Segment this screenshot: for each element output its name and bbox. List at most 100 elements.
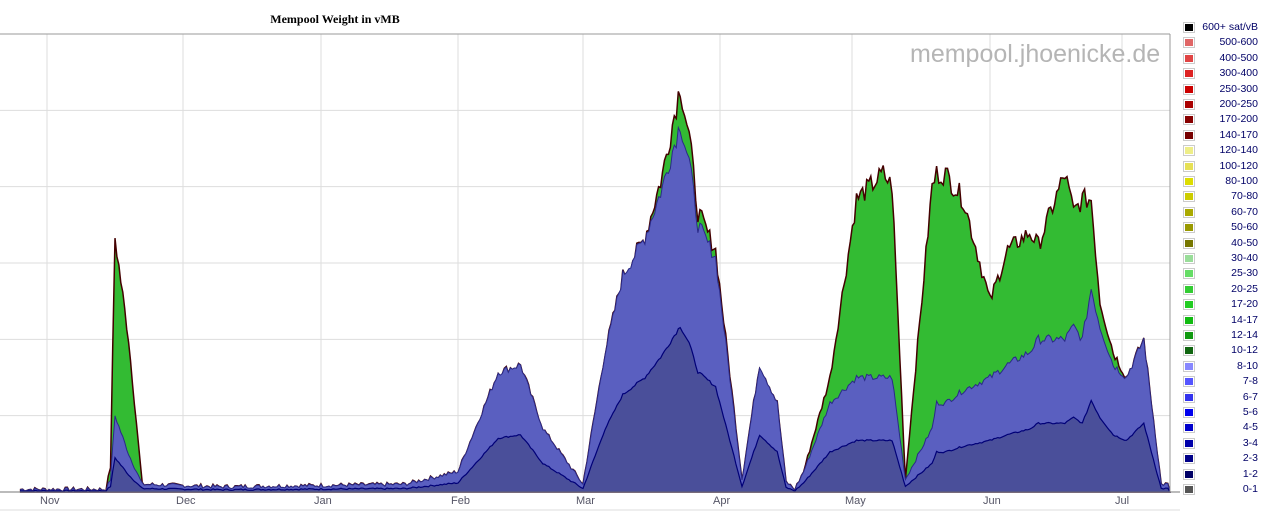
legend-swatch bbox=[1184, 69, 1194, 79]
legend-item[interactable]: 5-6 bbox=[1180, 405, 1280, 420]
legend-swatch bbox=[1184, 115, 1194, 125]
legend-swatch bbox=[1184, 284, 1194, 294]
legend-label: 40-50 bbox=[1231, 236, 1258, 249]
area-base-band bbox=[20, 326, 1172, 493]
legend-item[interactable]: 100-120 bbox=[1180, 159, 1280, 174]
legend-label: 100-120 bbox=[1219, 159, 1258, 172]
legend-label: 60-70 bbox=[1231, 205, 1258, 218]
legend-item[interactable]: 17-20 bbox=[1180, 297, 1280, 312]
legend-label: 8-10 bbox=[1236, 359, 1258, 372]
legend-swatch bbox=[1184, 23, 1194, 32]
legend-item[interactable]: 1-2 bbox=[1180, 467, 1280, 482]
legend-item[interactable]: 200-250 bbox=[1180, 97, 1280, 112]
legend-item[interactable]: 3-4 bbox=[1180, 436, 1280, 451]
legend-label: 120-140 bbox=[1219, 144, 1258, 157]
x-tick-label: May bbox=[845, 495, 866, 507]
legend-item[interactable]: 70-80 bbox=[1180, 189, 1280, 204]
area-series bbox=[19, 91, 1172, 493]
legend-swatch bbox=[1184, 454, 1194, 464]
legend-swatch bbox=[1184, 269, 1194, 279]
legend-swatch bbox=[1184, 130, 1194, 140]
legend-label: 20-25 bbox=[1231, 282, 1258, 295]
legend-item[interactable]: 0-1 bbox=[1180, 482, 1280, 497]
x-tick-label: Jun bbox=[983, 495, 1001, 507]
legend-label: 25-30 bbox=[1231, 267, 1258, 280]
legend-label: 4-5 bbox=[1242, 421, 1258, 434]
x-tick-label: Jul bbox=[1115, 495, 1129, 507]
x-tick-label: Jan bbox=[314, 495, 332, 507]
legend-swatch bbox=[1184, 207, 1194, 217]
legend-label: 1-2 bbox=[1242, 467, 1258, 480]
legend-swatch bbox=[1184, 485, 1194, 494]
legend-label: 400-500 bbox=[1219, 51, 1258, 64]
legend-label: 600+ sat/vB bbox=[1202, 21, 1258, 33]
legend-swatch bbox=[1184, 469, 1194, 479]
legend-label: 14-17 bbox=[1231, 313, 1258, 326]
legend-label: 500-600 bbox=[1219, 36, 1258, 49]
legend-swatch bbox=[1184, 331, 1194, 340]
legend-swatch bbox=[1184, 192, 1194, 202]
legend-swatch bbox=[1184, 408, 1194, 417]
x-tick-label: Feb bbox=[451, 495, 470, 507]
legend-swatch bbox=[1184, 177, 1194, 186]
legend-swatch bbox=[1184, 223, 1194, 233]
legend-label: 200-250 bbox=[1219, 98, 1258, 110]
legend-swatch bbox=[1184, 100, 1194, 109]
legend-label: 50-60 bbox=[1231, 221, 1258, 234]
legend-item[interactable]: 7-8 bbox=[1180, 374, 1280, 389]
legend-label: 5-6 bbox=[1242, 406, 1258, 418]
legend-item[interactable]: 60-70 bbox=[1180, 205, 1280, 220]
legend-item[interactable]: 20-25 bbox=[1180, 282, 1280, 297]
legend-label: 3-4 bbox=[1242, 436, 1258, 449]
legend-label: 80-100 bbox=[1225, 175, 1258, 187]
legend-item[interactable]: 25-30 bbox=[1180, 266, 1280, 281]
legend-item[interactable]: 50-60 bbox=[1180, 220, 1280, 235]
legend-swatch bbox=[1184, 377, 1194, 387]
legend-label: 2-3 bbox=[1242, 452, 1258, 465]
legend-label: 12-14 bbox=[1231, 329, 1258, 341]
legend-swatch bbox=[1184, 254, 1194, 263]
x-tick-label: Apr bbox=[713, 495, 730, 507]
legend-item[interactable]: 2-3 bbox=[1180, 451, 1280, 466]
legend-item[interactable]: 80-100 bbox=[1180, 174, 1280, 189]
legend-swatch bbox=[1184, 361, 1194, 371]
legend-item[interactable]: 170-200 bbox=[1180, 112, 1280, 127]
legend-item[interactable]: 10-12 bbox=[1180, 343, 1280, 358]
watermark: mempool.jhoenicke.de bbox=[910, 40, 1161, 68]
legend-swatch bbox=[1184, 161, 1194, 171]
legend-label: 10-12 bbox=[1231, 344, 1258, 357]
legend-swatch bbox=[1184, 53, 1194, 63]
legend-label: 170-200 bbox=[1219, 113, 1258, 126]
legend-item[interactable]: 120-140 bbox=[1180, 143, 1280, 158]
legend-item[interactable]: 400-500 bbox=[1180, 51, 1280, 66]
legend-item[interactable]: 600+ sat/vB bbox=[1180, 20, 1280, 35]
x-tick-label: Mar bbox=[576, 495, 595, 507]
legend-item[interactable]: 250-300 bbox=[1180, 82, 1280, 97]
area-blue-bands bbox=[20, 125, 1171, 493]
legend-label: 6-7 bbox=[1242, 390, 1258, 403]
legend-swatch bbox=[1184, 38, 1194, 48]
legend-item[interactable]: 140-170 bbox=[1180, 128, 1280, 143]
legend-swatch bbox=[1184, 346, 1194, 356]
legend-item[interactable]: 8-10 bbox=[1180, 359, 1280, 374]
legend-swatch bbox=[1184, 438, 1194, 448]
legend-swatch bbox=[1184, 84, 1194, 94]
legend-item[interactable]: 500-600 bbox=[1180, 35, 1280, 50]
legend-swatch bbox=[1184, 300, 1194, 310]
legend-item[interactable]: 40-50 bbox=[1180, 236, 1280, 251]
legend-swatch bbox=[1184, 238, 1194, 248]
legend-item[interactable]: 12-14 bbox=[1180, 328, 1280, 343]
legend-item[interactable]: 30-40 bbox=[1180, 251, 1280, 266]
legend-label: 70-80 bbox=[1231, 190, 1258, 203]
legend-item[interactable]: 4-5 bbox=[1180, 420, 1280, 435]
legend-label: 300-400 bbox=[1219, 67, 1258, 80]
legend-label: 30-40 bbox=[1231, 252, 1258, 264]
legend-item[interactable]: 14-17 bbox=[1180, 313, 1280, 328]
legend-item[interactable]: 6-7 bbox=[1180, 390, 1280, 405]
legend-swatch bbox=[1184, 146, 1194, 156]
legend-item[interactable]: 300-400 bbox=[1180, 66, 1280, 81]
x-axis: Nov Dec Jan Feb Mar Apr May Jun Jul bbox=[0, 33, 1180, 511]
legend-label: 250-300 bbox=[1219, 82, 1258, 95]
plot-area: Nov Dec Jan Feb Mar Apr May Jun Jul bbox=[0, 33, 1180, 511]
legend-swatch bbox=[1184, 423, 1194, 433]
